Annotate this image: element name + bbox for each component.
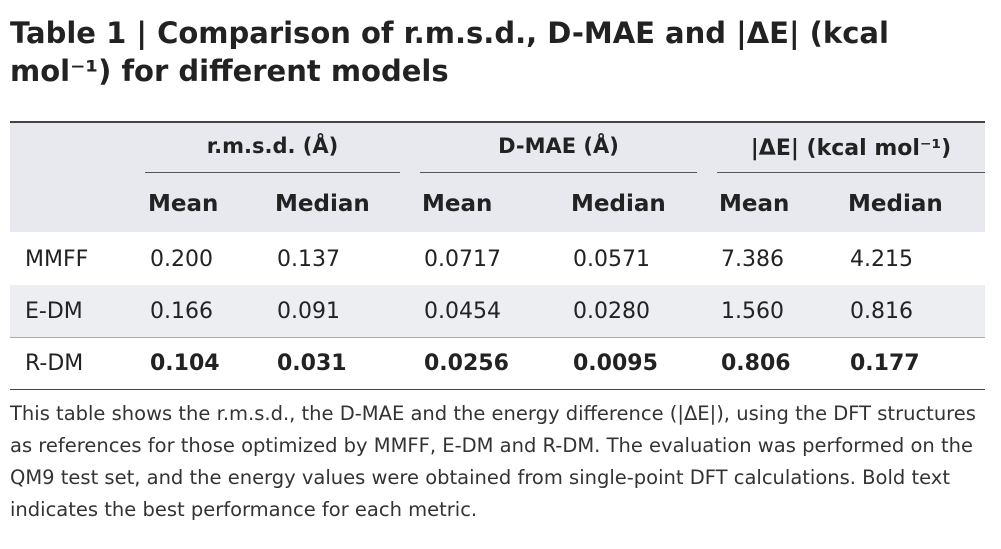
- table-title: Table 1 | Comparison of r.m.s.d., D-MAE …: [10, 16, 889, 88]
- table-cell: 0.0717: [424, 247, 501, 272]
- column-header: Mean: [148, 191, 219, 217]
- column-header: Median: [275, 191, 370, 217]
- table-cell: 0.137: [277, 247, 340, 272]
- group-header: D-MAE (Å): [498, 134, 619, 158]
- column-header: Median: [848, 191, 943, 217]
- group-underline: [145, 172, 400, 173]
- table-cell: 0.0454: [424, 299, 501, 324]
- table-cell: 0.0280: [573, 299, 650, 324]
- group-underline: [420, 172, 697, 173]
- table-number: Table 1: [10, 16, 127, 50]
- row-label: R-DM: [25, 351, 84, 376]
- row-label: E-DM: [25, 299, 83, 324]
- table-cell: 4.215: [850, 247, 913, 272]
- table-cell: 0.166: [150, 299, 213, 324]
- column-header: Median: [571, 191, 666, 217]
- table-cell: 0.0571: [573, 247, 650, 272]
- group-header: |ΔE| (kcal mol⁻¹): [750, 136, 952, 161]
- row-label: MMFF: [25, 247, 89, 272]
- group-header: r.m.s.d. (Å): [206, 134, 339, 158]
- table-cell: 0.0095: [573, 351, 658, 376]
- table-cell: 0.816: [850, 299, 913, 324]
- table-cell: 0.0256: [424, 351, 509, 376]
- header-background: [10, 122, 985, 232]
- row-rule: [10, 337, 985, 338]
- table-footnote: This table shows the r.m.s.d., the D-MAE…: [10, 402, 976, 521]
- table-cell: 0.031: [277, 351, 347, 376]
- row-background: [10, 285, 985, 337]
- row-rule: [10, 389, 985, 390]
- table-cell: 0.104: [150, 351, 220, 376]
- table-cell: 0.806: [721, 351, 791, 376]
- table-caption: Comparison of r.m.s.d., D-MAE and |ΔE| (…: [10, 16, 889, 88]
- table-cell: 0.200: [150, 247, 213, 272]
- column-header: Mean: [422, 191, 493, 217]
- table-cell: 1.560: [721, 299, 784, 324]
- column-header: Mean: [719, 191, 790, 217]
- group-underline: [717, 172, 985, 173]
- table-cell: 0.091: [277, 299, 340, 324]
- table-cell: 0.177: [850, 351, 920, 376]
- table-cell: 7.386: [721, 247, 784, 272]
- top-rule: [10, 121, 985, 123]
